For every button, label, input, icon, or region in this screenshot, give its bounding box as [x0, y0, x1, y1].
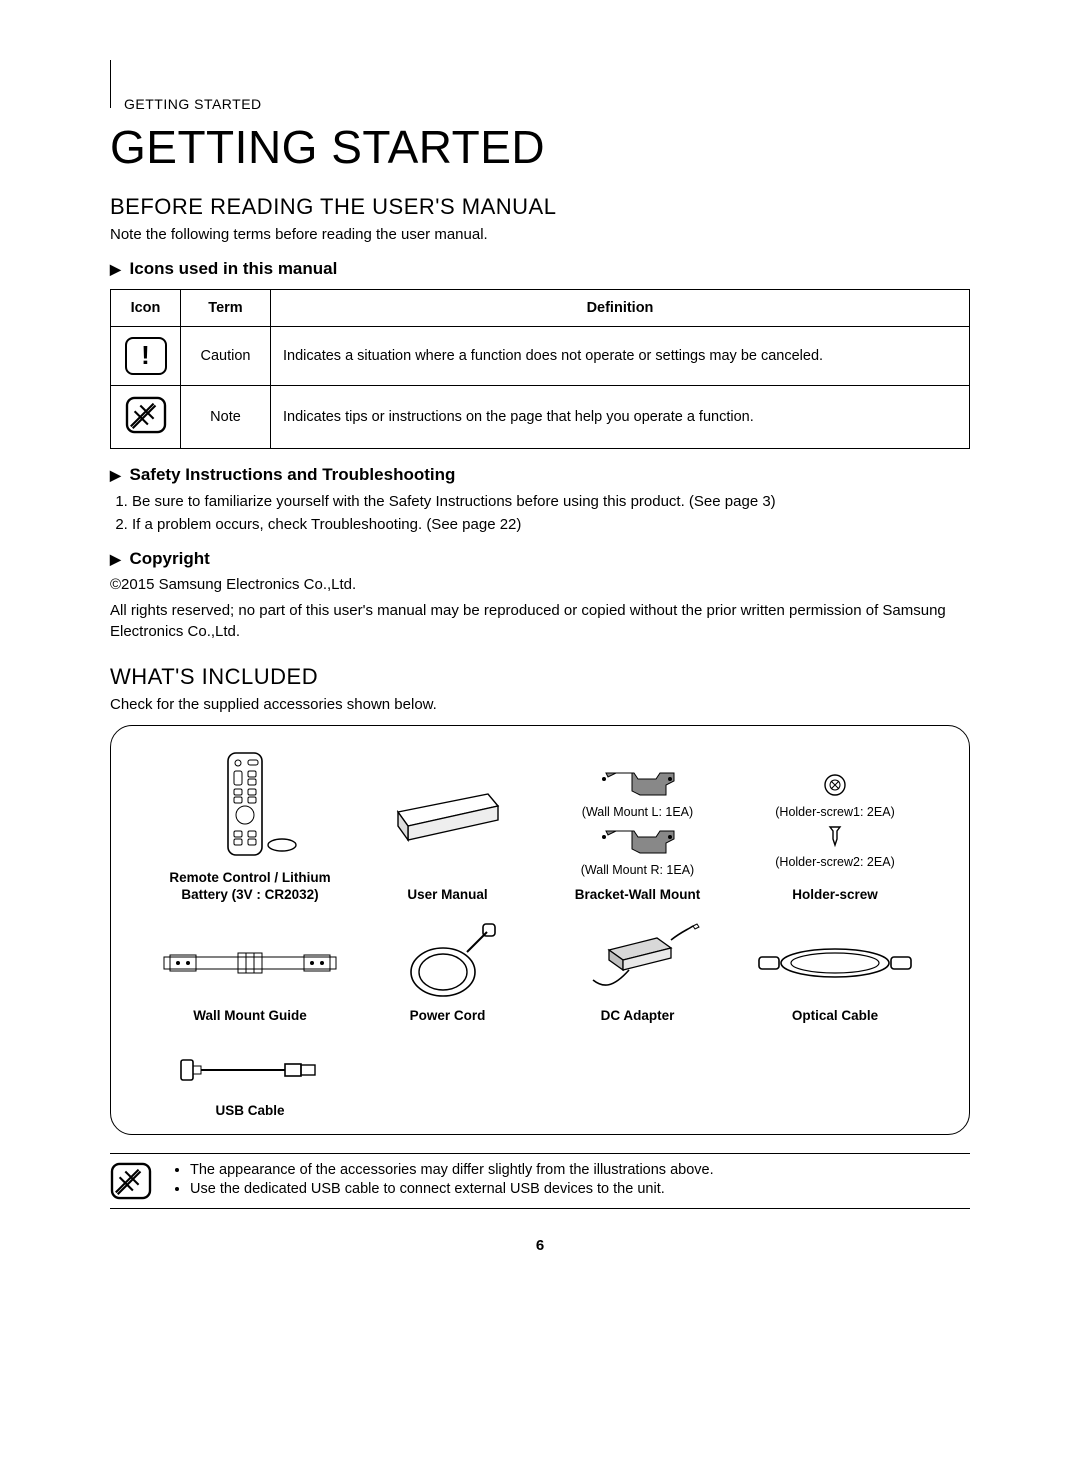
- page-number: 6: [110, 1237, 970, 1254]
- footer-note-list: The appearance of the accessories may di…: [170, 1162, 714, 1200]
- opticalcable-icon: [755, 937, 915, 987]
- copyright-line2: All rights reserved; no part of this use…: [110, 601, 970, 642]
- icons-table: Icon Term Definition ! Caution Indicates…: [110, 289, 970, 449]
- before-reading-note: Note the following terms before reading …: [110, 226, 970, 243]
- powercord-icon: [393, 922, 503, 1002]
- accessory-bracket: (Wall Mount L: 1EA) (Wall Mount R: 1EA) …: [550, 744, 725, 904]
- safety-subheading-text: Safety Instructions and Troubleshooting: [130, 465, 456, 484]
- term-caution: Caution: [181, 327, 271, 386]
- footer-note-item: Use the dedicated USB cable to connect e…: [190, 1181, 714, 1197]
- accessory-screws: (Holder-screw1: 2EA) (Holder-screw2: 2EA…: [745, 744, 925, 904]
- accessory-label: Remote Control / Lithium Battery (3V : C…: [155, 870, 345, 904]
- note-icon-cell: [111, 386, 181, 449]
- accessory-label: User Manual: [407, 887, 487, 904]
- table-row: Note Indicates tips or instructions on t…: [111, 386, 970, 449]
- footer-note-item: The appearance of the accessories may di…: [190, 1162, 714, 1178]
- remote-icon: [190, 749, 310, 859]
- manual-icon: [378, 776, 518, 866]
- table-header-term: Term: [181, 290, 271, 327]
- accessory-label: DC Adapter: [601, 1008, 675, 1025]
- bracket-l-icon: [592, 765, 682, 799]
- screw-sub1: (Holder-screw1: 2EA): [775, 805, 894, 819]
- icons-subheading: ▶ Icons used in this manual: [110, 259, 970, 279]
- bracket-sub2: (Wall Mount R: 1EA): [581, 863, 694, 877]
- safety-item: Be sure to familiarize yourself with the…: [132, 493, 970, 510]
- bracket-sub1: (Wall Mount L: 1EA): [582, 805, 693, 819]
- table-header-definition: Definition: [271, 290, 970, 327]
- copyright-subheading-text: Copyright: [130, 549, 210, 568]
- definition-caution: Indicates a situation where a function d…: [271, 327, 970, 386]
- wallmountguide-icon: [160, 947, 340, 977]
- accessory-label: Holder-screw: [792, 887, 878, 904]
- before-reading-heading: BEFORE READING THE USER'S MANUAL: [110, 194, 970, 220]
- accessories-box: Remote Control / Lithium Battery (3V : C…: [110, 725, 970, 1136]
- icons-subheading-text: Icons used in this manual: [130, 259, 338, 278]
- caution-icon: !: [125, 337, 167, 375]
- usbcable-icon: [175, 1050, 325, 1090]
- bracket-r-icon: [592, 823, 682, 857]
- header-breadcrumb: GETTING STARTED: [124, 96, 262, 112]
- accessories-grid: Remote Control / Lithium Battery (3V : C…: [131, 744, 949, 1121]
- safety-list: Be sure to familiarize yourself with the…: [110, 493, 970, 533]
- note-icon: [125, 396, 167, 434]
- screw-sub2: (Holder-screw2: 2EA): [775, 855, 894, 869]
- table-row: ! Caution Indicates a situation where a …: [111, 327, 970, 386]
- accessory-opticalcable: Optical Cable: [745, 922, 925, 1025]
- accessory-manual: User Manual: [365, 744, 530, 904]
- screw2-icon: [820, 823, 850, 849]
- whats-included-heading: WHAT'S INCLUDED: [110, 664, 970, 690]
- accessory-remote: Remote Control / Lithium Battery (3V : C…: [155, 744, 345, 904]
- definition-note: Indicates tips or instructions on the pa…: [271, 386, 970, 449]
- screw1-icon: [820, 773, 850, 799]
- triangle-icon: ▶: [110, 551, 121, 567]
- page-title: GETTING STARTED: [110, 120, 970, 174]
- accessory-wallmountguide: Wall Mount Guide: [155, 922, 345, 1025]
- whats-included-note: Check for the supplied accessories shown…: [110, 696, 970, 713]
- note-icon: [110, 1162, 152, 1200]
- triangle-icon: ▶: [110, 261, 121, 277]
- accessory-dcadapter: DC Adapter: [550, 922, 725, 1025]
- dcadapter-icon: [573, 922, 703, 1002]
- copyright-line1: ©2015 Samsung Electronics Co.,Ltd.: [110, 575, 970, 595]
- safety-item: If a problem occurs, check Troubleshooti…: [132, 516, 970, 533]
- safety-subheading: ▶ Safety Instructions and Troubleshootin…: [110, 465, 970, 485]
- table-header-icon: Icon: [111, 290, 181, 327]
- caution-icon-cell: !: [111, 327, 181, 386]
- header-rule: [110, 60, 111, 108]
- accessory-label: Power Cord: [410, 1008, 486, 1025]
- accessory-usbcable: USB Cable: [155, 1042, 345, 1120]
- accessory-powercord: Power Cord: [365, 922, 530, 1025]
- copyright-subheading: ▶ Copyright: [110, 549, 970, 569]
- term-note: Note: [181, 386, 271, 449]
- accessory-label: Optical Cable: [792, 1008, 878, 1025]
- accessory-label: Bracket-Wall Mount: [575, 887, 701, 904]
- footer-note-block: The appearance of the accessories may di…: [110, 1153, 970, 1209]
- accessory-label: Wall Mount Guide: [193, 1008, 306, 1025]
- triangle-icon: ▶: [110, 467, 121, 483]
- accessory-label: USB Cable: [215, 1103, 284, 1120]
